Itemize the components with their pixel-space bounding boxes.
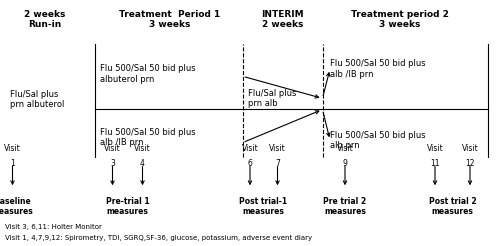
Text: Visit: Visit	[242, 143, 258, 153]
Text: 7: 7	[275, 159, 280, 168]
Text: 11: 11	[430, 159, 440, 168]
Text: Post trial 2
measures: Post trial 2 measures	[428, 197, 476, 216]
Text: Visit: Visit	[134, 143, 151, 153]
Text: Visit 1, 4,7,9,12: Spirometry, TDI, SGRQ,SF-36, glucose, potassium, adverse even: Visit 1, 4,7,9,12: Spirometry, TDI, SGRQ…	[5, 235, 312, 241]
Text: Visit: Visit	[104, 143, 121, 153]
Text: 12: 12	[465, 159, 475, 168]
Text: Treatment period 2
3 weeks: Treatment period 2 3 weeks	[351, 10, 449, 29]
Text: Visit 3, 6,11: Holter Monitor: Visit 3, 6,11: Holter Monitor	[5, 224, 102, 230]
Text: INTERIM
2 weeks: INTERIM 2 weeks	[261, 10, 304, 29]
Text: Treatment  Period 1
3 weeks: Treatment Period 1 3 weeks	[120, 10, 220, 29]
Text: 2 weeks
Run-in: 2 weeks Run-in	[24, 10, 66, 29]
Text: Visit: Visit	[269, 143, 286, 153]
Text: Baseline
Measures: Baseline Measures	[0, 197, 34, 216]
Text: Post trial-1
measures: Post trial-1 measures	[240, 197, 288, 216]
Text: Flu 500/Sal 50 bid plus
alb /IB prn: Flu 500/Sal 50 bid plus alb /IB prn	[330, 59, 426, 78]
Text: Pre trial 2
measures: Pre trial 2 measures	[324, 197, 366, 216]
Text: Visit: Visit	[4, 143, 21, 153]
Text: 9: 9	[342, 159, 347, 168]
Text: 4: 4	[140, 159, 145, 168]
Text: Visit: Visit	[462, 143, 478, 153]
Text: Visit: Visit	[426, 143, 444, 153]
Text: Visit: Visit	[336, 143, 353, 153]
Text: 3: 3	[110, 159, 115, 168]
Text: Flu 500/Sal 50 bid plus
alb /IB prn: Flu 500/Sal 50 bid plus alb /IB prn	[100, 128, 196, 147]
Text: Flu/Sal plus
prn albuterol: Flu/Sal plus prn albuterol	[10, 90, 64, 109]
Text: 1: 1	[10, 159, 15, 168]
Text: 6: 6	[248, 159, 252, 168]
Text: Flu 500/Sal 50 bid plus
alb prn: Flu 500/Sal 50 bid plus alb prn	[330, 131, 426, 150]
Text: Flu 500/Sal 50 bid plus
albuterol prn: Flu 500/Sal 50 bid plus albuterol prn	[100, 64, 196, 83]
Text: Pre-trial 1
measures: Pre-trial 1 measures	[106, 197, 150, 216]
Text: Flu/Sal plus
prn alb: Flu/Sal plus prn alb	[248, 89, 296, 108]
